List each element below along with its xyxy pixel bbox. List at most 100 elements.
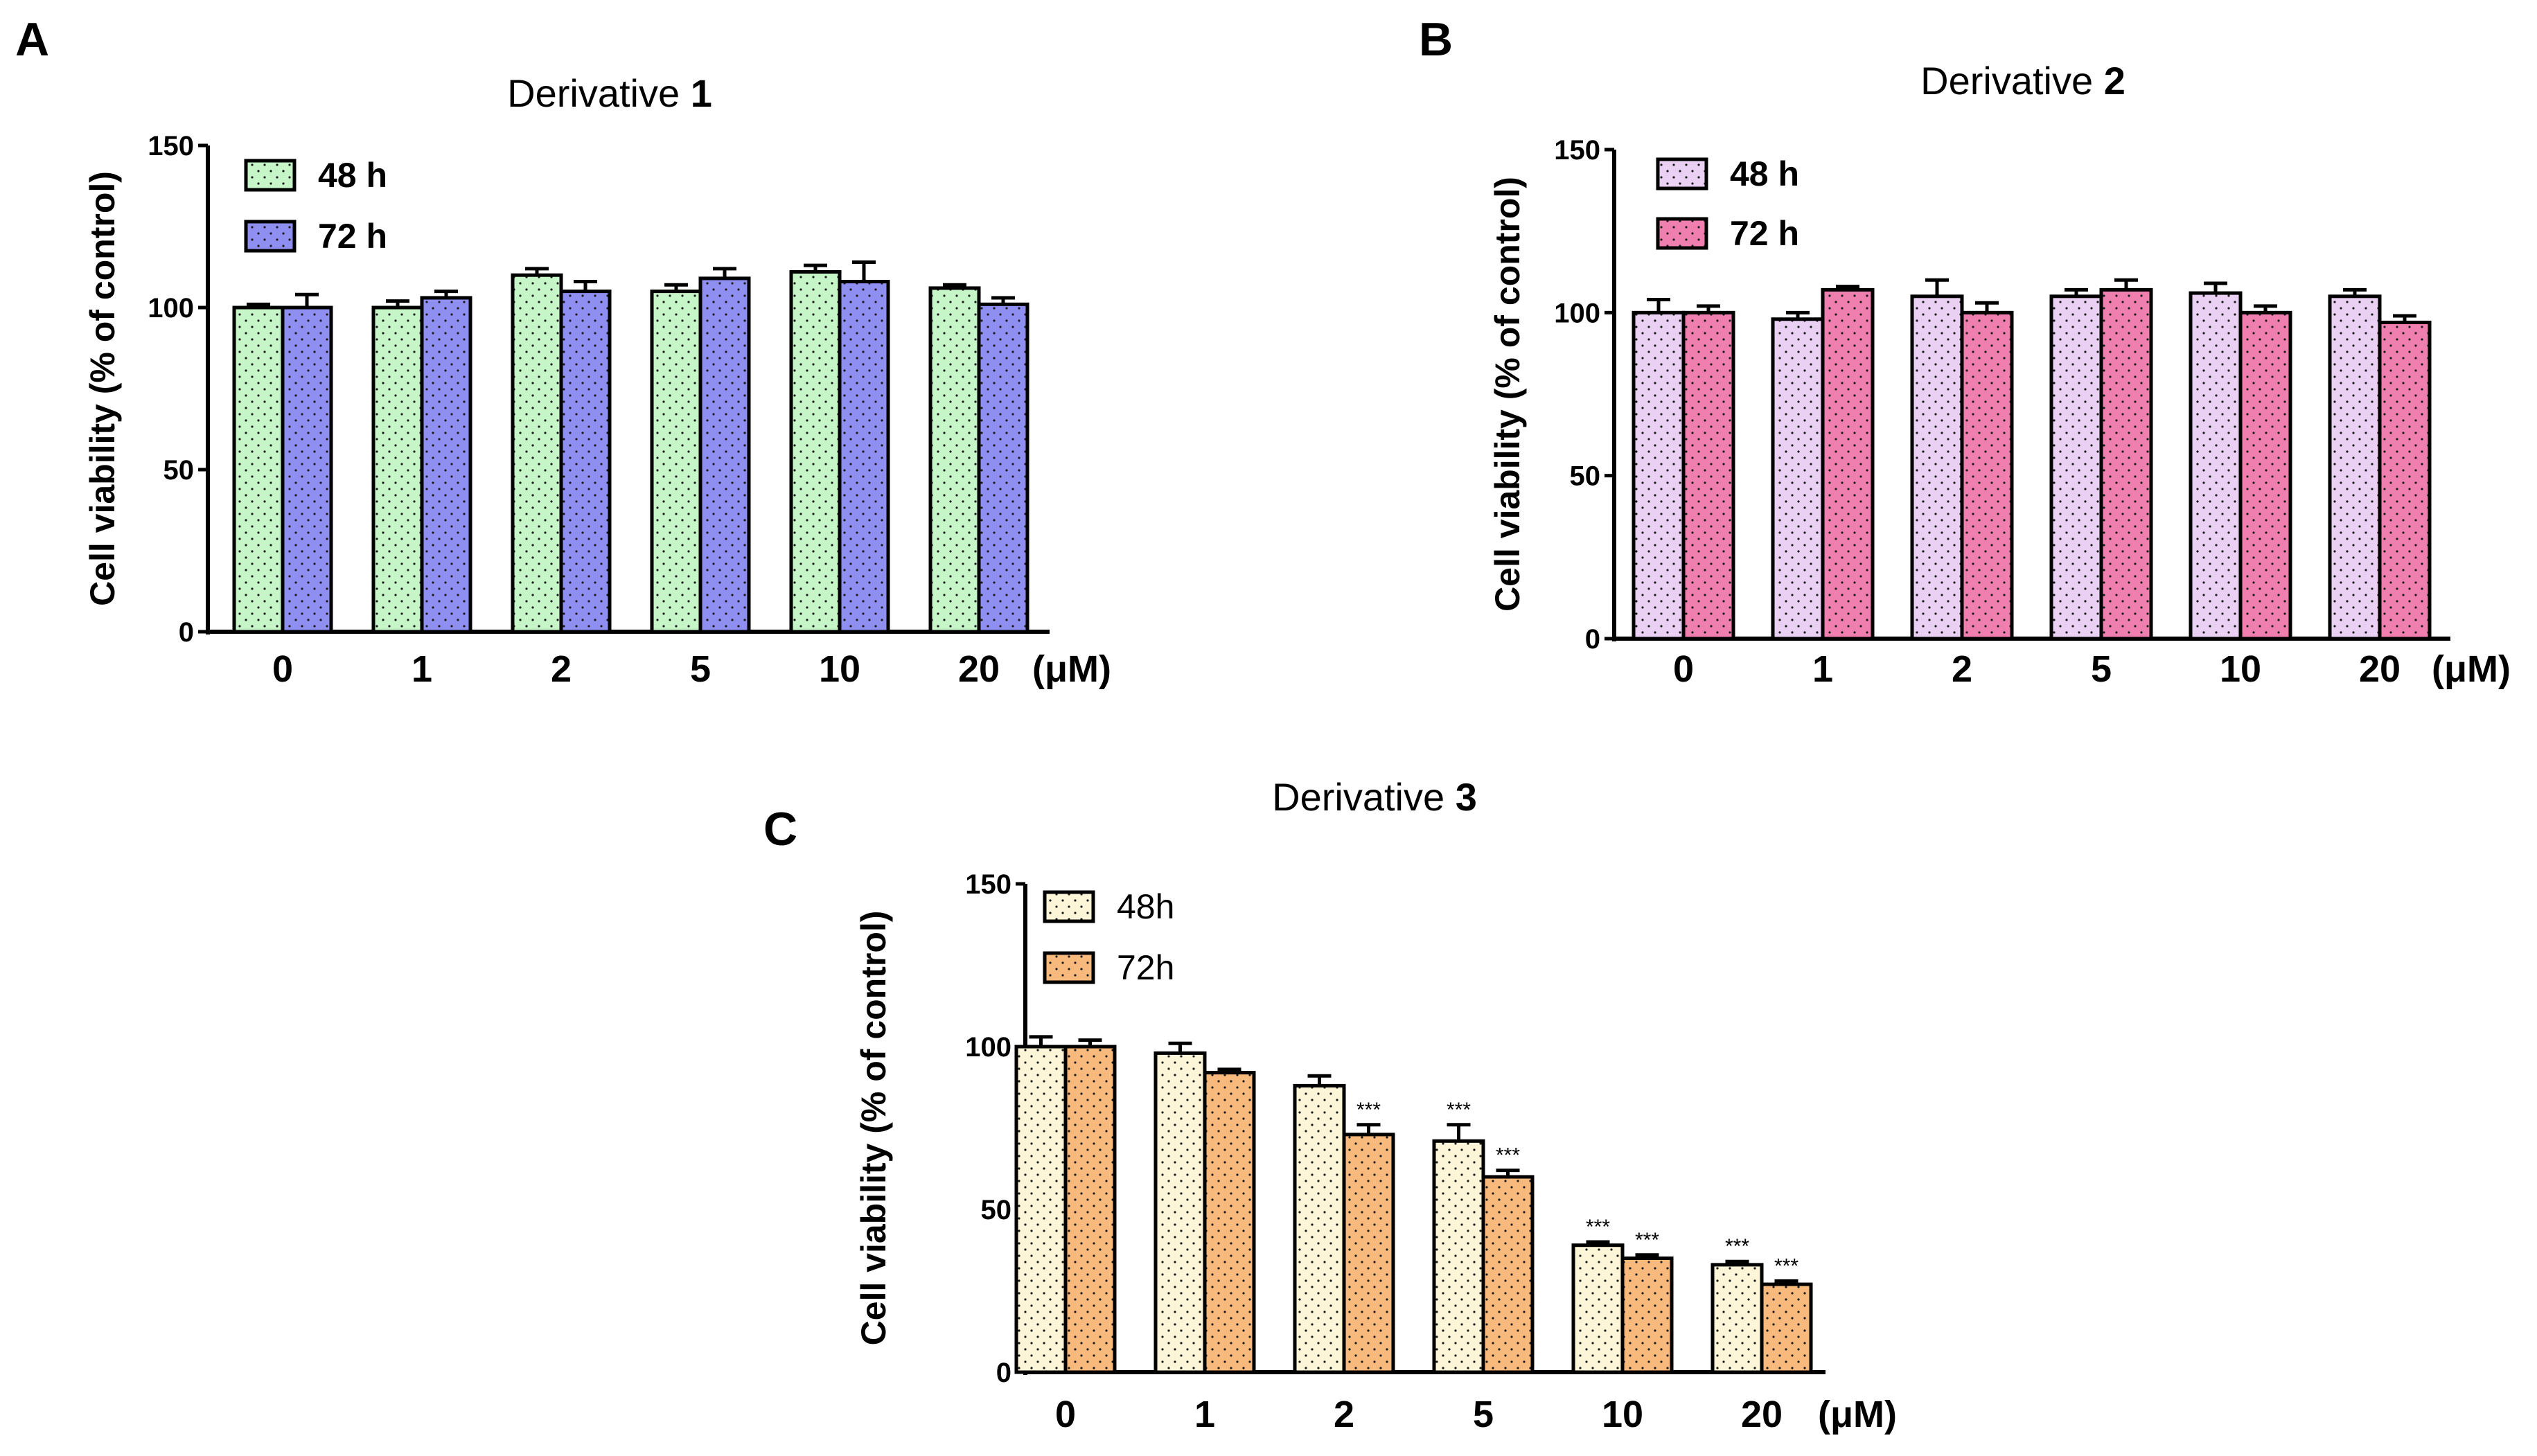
panel-a-x-tick-label: 0 [272,648,293,690]
panel-c-bar-48h-10 [1571,1243,1625,1374]
panel-a-x-tick-label: 5 [690,648,711,690]
panel-c-x-tick-label: 20 [1741,1394,1783,1435]
panel-letter-a: A [15,13,49,66]
panel-a-y-tick-label: 150 [148,131,194,161]
panel-a-x-tick-label: 1 [412,648,432,690]
panel-b-x-tick-label: 10 [2220,648,2261,690]
panel-b-x-tick-label: 20 [2359,648,2401,690]
panel-c-bar-48h-2 [1293,1083,1346,1374]
panel-c-x-tick-label: 2 [1334,1394,1354,1435]
panel-c-legend-swatch [1043,951,1095,984]
chart-title-derivative-1: Derivative 1 [507,71,712,115]
panel-a-legend-swatch [244,159,297,192]
panel-b-legend-label: 72 h [1730,214,1799,253]
panel-a-y-tick-label: 50 [163,455,195,486]
panel-c-bar-72h-0 [1063,1045,1117,1374]
panel-c-legend-label: 72h [1117,948,1174,987]
panel-c-bar-48h-20-significance: *** [1725,1235,1749,1258]
panel-b-bar-72h-10 [2238,310,2292,641]
panel-b-bar-72h-5 [2099,287,2153,641]
panel-a-x-tick-label: 10 [819,648,860,690]
panel-c-bar-72h-20-significance: *** [1774,1254,1798,1277]
panel-c-bar-48h-5-significance: *** [1447,1099,1471,1121]
panel-a-x-unit-label: (μM) [1032,648,1111,690]
panel-c-bar-48h-1 [1153,1051,1207,1374]
panel-b-y-axis-title: Cell viability (% of control) [1488,177,1527,612]
panel-c-bar-72h-10 [1620,1257,1674,1374]
panel-a-legend-swatch [244,220,297,253]
panel-c-bar-72h-10-significance: *** [1635,1229,1659,1252]
panel-c-bar-48h-10-significance: *** [1586,1216,1610,1239]
panel-c-bar-72h-20 [1760,1282,1813,1374]
chart-title-derivative-3: Derivative 3 [1272,775,1477,819]
panel-c-legend-label: 48h [1117,887,1174,926]
panel-a-bar-72h-5 [698,276,751,634]
panel-a-x-tick-label: 20 [958,648,1000,690]
panel-c-y-tick-label: 150 [965,869,1011,900]
panel-b-x-tick-label: 5 [2091,648,2112,690]
panel-a-legend-label: 48 h [318,156,387,195]
panel-b-y-tick-label: 150 [1554,135,1600,166]
panel-b-bar-48h-0 [1632,310,1686,641]
panel-b-bar-48h-1 [1771,317,1825,641]
panel-c-x-tick-label: 0 [1055,1394,1076,1435]
panel-c-bar-48h-5 [1432,1139,1485,1374]
panel-b-bar-72h-2 [1960,310,2014,641]
panel-a-x-tick-label: 2 [551,648,572,690]
panel-c-y-axis-title: Cell viability (% of control) [854,911,893,1346]
panel-a-bar-48h-10 [789,270,842,634]
panel-a-bar-48h-1 [371,305,424,634]
panel-c-y-tick-label: 50 [981,1195,1012,1225]
panel-c-x-unit-label: (μM) [1818,1394,1897,1435]
panel-b-x-tick-label: 2 [1952,648,1972,690]
panel-c-x-tick-label: 5 [1473,1394,1494,1435]
panel-b-legend-swatch [1656,157,1708,190]
panel-b-bar-72h-20 [2378,320,2432,641]
panel-c-bar-72h-2 [1342,1133,1395,1374]
panel-b-bar-48h-2 [1910,294,1964,641]
panel-letter-b: B [1419,13,1453,66]
panel-c-bar-72h-5 [1481,1175,1535,1374]
panel-b-bar-72h-0 [1681,310,1735,641]
panel-c-bar-72h-5-significance: *** [1496,1144,1520,1167]
panel-a-bar-48h-20 [928,286,981,634]
panel-b-bar-72h-1 [1821,287,1875,641]
panel-c-bar-48h-20 [1711,1263,1764,1374]
panel-b-bar-48h-20 [2328,294,2382,641]
panel-c-bar-72h-1 [1203,1071,1256,1374]
panel-b-bar-48h-10 [2189,291,2243,641]
panel-b-x-unit-label: (μM) [2432,648,2511,690]
panel-c-legend-swatch [1043,890,1095,923]
panel-c-y-tick-label: 100 [965,1032,1011,1063]
chart-title-derivative-2: Derivative 2 [1920,59,2125,103]
panel-a-bar-48h-0 [232,305,285,634]
panel-c-x-tick-label: 1 [1194,1394,1215,1435]
panel-b-y-tick-label: 50 [1570,461,1601,492]
panel-a-y-axis-title: Cell viability (% of control) [83,171,122,606]
panel-b-x-tick-label: 0 [1673,648,1694,690]
panel-a-bar-72h-10 [838,280,890,634]
panel-a-bar-48h-2 [511,273,563,634]
panel-a-bar-72h-1 [420,296,472,634]
panel-b-bar-48h-5 [2049,294,2103,641]
panel-b-y-tick-label: 100 [1554,298,1600,328]
panel-a-bar-48h-5 [650,290,702,634]
panel-letter-c: C [763,803,797,855]
panel-c-bar-72h-2-significance: *** [1356,1099,1381,1121]
panel-c-x-tick-label: 10 [1602,1394,1643,1435]
panel-b-legend-label: 48 h [1730,154,1799,193]
panel-a-y-tick-label: 100 [148,293,194,323]
panel-a-y-tick-label: 0 [179,617,194,648]
panel-a-bar-72h-20 [977,302,1029,634]
panel-c-y-tick-label: 0 [996,1358,1011,1388]
panel-a-bar-72h-0 [281,305,333,634]
panel-b-legend-swatch [1656,217,1708,250]
panel-b-y-tick-label: 0 [1585,624,1600,655]
panel-c-bar-48h-0 [1014,1045,1068,1374]
panel-a-legend-label: 72 h [318,217,387,256]
panel-a-bar-72h-2 [559,290,612,634]
